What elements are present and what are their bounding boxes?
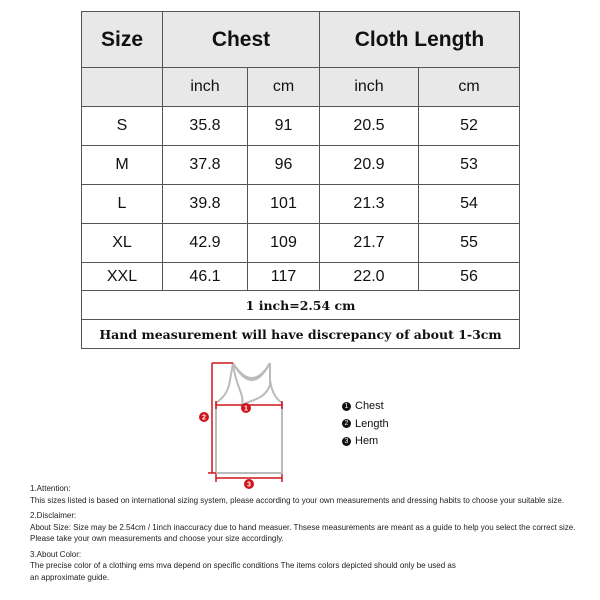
diagram-legend: 1 Chest 2 Length 3 Hem	[342, 398, 389, 451]
table-cell: XL	[81, 223, 163, 263]
table-cell: 96	[247, 145, 320, 185]
legend-item: 3 Hem	[342, 433, 389, 451]
table-cell: 35.8	[162, 106, 248, 146]
table-cell: 101	[247, 184, 320, 224]
legend-label: Length	[355, 417, 389, 430]
table-cell: 54	[418, 184, 520, 224]
legend-label: Hem	[355, 435, 379, 447]
table-cell: 53	[418, 145, 520, 185]
note-title: 3.About Color:	[30, 549, 82, 559]
table-cell: 117	[247, 262, 320, 291]
legend-item: 2 Length	[342, 416, 389, 434]
notes-section: 1.Attention: This sizes listed is based o…	[30, 483, 575, 587]
note-block: 1.Attention: This sizes listed is based o…	[30, 483, 575, 506]
table-cell: S	[81, 106, 163, 146]
table-cell: 42.9	[162, 223, 248, 263]
svg-text:2: 2	[202, 415, 206, 422]
table-cell: M	[81, 145, 163, 185]
svg-text:1: 1	[244, 406, 248, 413]
marker-length	[199, 412, 209, 422]
note-block: 2.Disclaimer: About Size: Size may be 2.5…	[30, 510, 575, 545]
marker-chest	[241, 403, 251, 413]
table-cell: 21.7	[319, 223, 419, 263]
discrepancy-note: Hand measurement will have discrepancy o…	[81, 319, 520, 349]
table-cell: 91	[247, 106, 320, 146]
note-text: This sizes listed is based on internatio…	[30, 495, 565, 505]
note-text: an approximate guide.	[30, 572, 110, 582]
table-cell: 55	[418, 223, 520, 263]
header-cloth-length: Cloth Length	[319, 11, 520, 68]
table-cell: 20.9	[319, 145, 419, 185]
table-cell: 21.3	[319, 184, 419, 224]
note-block: 3.About Color: The precise color of a clo…	[30, 549, 575, 584]
table-cell: L	[81, 184, 163, 224]
table-row: M 37.8 96 20.9 53	[81, 145, 520, 185]
table-cell: 22.0	[319, 262, 419, 291]
conversion-note: 1 inch=2.54 cm	[81, 290, 520, 320]
table-cell: 20.5	[319, 106, 419, 146]
note-text: About Size: Size may be 2.54cm / 1inch i…	[30, 522, 576, 532]
marker-hem	[244, 479, 254, 489]
table-cell: 46.1	[162, 262, 248, 291]
legend-label: Chest	[355, 400, 384, 412]
header-chest: Chest	[162, 11, 320, 68]
size-chart-table: Size Chest Cloth Length inch cm inch cm …	[81, 11, 520, 349]
number-badge-icon: 2	[342, 419, 351, 429]
table-cell: 109	[247, 223, 320, 263]
table-row: L 39.8 101 21.3 54	[81, 184, 520, 224]
unit-blank	[81, 67, 163, 107]
note-text: Please take your own measurements and ch…	[30, 534, 284, 543]
table-cell: 37.8	[162, 145, 248, 185]
table-cell: 39.8	[162, 184, 248, 224]
svg-text:3: 3	[247, 482, 251, 489]
header-size: Size	[81, 11, 163, 68]
table-cell: 52	[418, 106, 520, 146]
note-title: 1.Attention:	[30, 484, 71, 493]
unit-chest-cm: cm	[247, 67, 320, 107]
tank-top-diagram: 1 2 3	[199, 362, 283, 489]
unit-length-cm: cm	[418, 67, 520, 107]
legend-item: 1 Chest	[342, 398, 389, 416]
number-badge-icon: 1	[342, 401, 351, 411]
note-text: The precise color of a clothing ems mva …	[30, 561, 456, 570]
note-title: 2.Disclaimer:	[30, 511, 77, 520]
table-row: XXL 46.1 117 22.0 56	[81, 262, 520, 291]
number-badge-icon: 3	[342, 436, 351, 446]
table-cell: XXL	[81, 262, 163, 291]
unit-chest-inch: inch	[162, 67, 248, 107]
unit-length-inch: inch	[319, 67, 419, 107]
table-row: S 35.8 91 20.5 52	[81, 106, 520, 146]
table-cell: 56	[418, 262, 520, 291]
table-row: XL 42.9 109 21.7 55	[81, 223, 520, 263]
tank-top-outline	[232, 362, 271, 408]
